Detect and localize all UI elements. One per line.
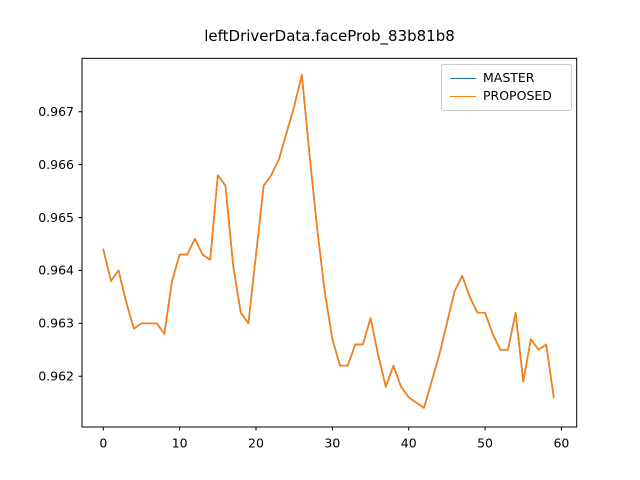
x-tick-label: 40	[401, 436, 417, 451]
x-tick-label: 0	[99, 436, 107, 451]
legend-label-master: MASTER	[483, 69, 535, 85]
master-line-swatch	[450, 77, 476, 79]
x-tick-label: 60	[553, 436, 569, 451]
y-tick-label: 0.963	[38, 316, 74, 331]
x-tick-label: 50	[477, 436, 493, 451]
x-tick-label: 10	[172, 436, 188, 451]
legend: MASTER PROPOSED	[441, 64, 572, 111]
x-tick-label: 20	[248, 436, 264, 451]
y-tick-label: 0.967	[38, 104, 74, 119]
legend-item-master: MASTER	[450, 69, 563, 86]
y-tick-label: 0.965	[38, 210, 74, 225]
legend-item-proposed: PROPOSED	[450, 88, 563, 104]
series-line-master	[102, 73, 555, 409]
y-tick-label: 0.964	[38, 263, 74, 278]
chart-title: leftDriverData.faceProb_83b81b8	[204, 27, 455, 45]
legend-label-proposed: PROPOSED	[483, 88, 552, 103]
x-tick-label: 30	[324, 436, 340, 451]
proposed-line-swatch	[450, 96, 476, 98]
y-tick-label: 0.966	[38, 157, 74, 172]
series-layer	[102, 73, 555, 409]
axes-layer: 0 10 20 30 40 50 60 0.962 0.963 0.964 0.965 0.966 0.…	[38, 57, 578, 451]
series-line-proposed	[102, 73, 555, 409]
axes-spines	[81, 57, 578, 428]
y-tick-label: 0.962	[38, 369, 74, 384]
